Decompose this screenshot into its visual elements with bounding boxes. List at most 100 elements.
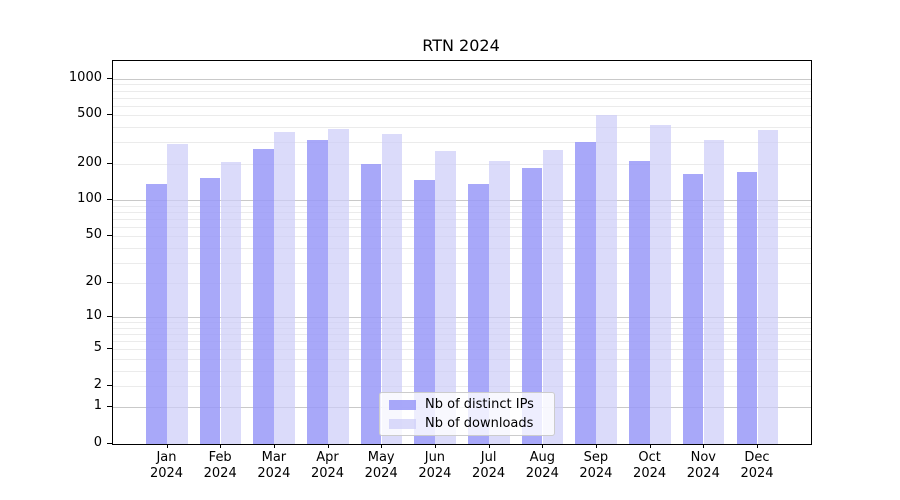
bar-ips-feb <box>199 177 221 444</box>
y-tick-mark-1 <box>107 406 112 408</box>
bar-downloads-mar <box>274 131 295 444</box>
legend-label-distinct-ips: Nb of distinct IPs <box>425 397 534 412</box>
y-tick-label-2: 2 <box>93 376 102 392</box>
y-tick-label-500: 500 <box>77 106 102 122</box>
y-tick-mark-0 <box>107 443 112 444</box>
gridline-minor-4 <box>113 358 811 360</box>
gridline-minor-70 <box>113 218 811 220</box>
gridline-minor-7 <box>113 334 811 336</box>
x-tick-mark-nov <box>703 444 705 448</box>
y-tick-label-0: 0 <box>93 435 102 450</box>
bar-ips-oct <box>629 161 650 444</box>
gridline-minor-600 <box>113 105 811 107</box>
gridline-minor-700 <box>113 97 811 99</box>
legend-label-downloads: Nb of downloads <box>425 416 534 431</box>
y-tick-label-50: 50 <box>85 227 102 243</box>
y-tick-mark-5 <box>107 348 112 350</box>
gridline-minor-2 <box>113 385 811 387</box>
y-tick-mark-500 <box>107 114 112 116</box>
gridline-major-1000 <box>113 78 811 80</box>
bar-downloads-aug <box>542 149 564 444</box>
gridline-minor-500 <box>113 115 811 117</box>
bar-downloads-jun <box>435 150 456 444</box>
x-tick-label-may: May 2024 <box>364 450 398 481</box>
x-tick-mark-mar <box>273 444 275 448</box>
bar-downloads-oct <box>650 124 671 444</box>
y-tick-mark-50 <box>107 235 112 237</box>
x-tick-label-nov: Nov 2024 <box>686 450 720 481</box>
legend-swatch-downloads-icon <box>389 418 416 429</box>
x-tick-label-jul: Jul 2024 <box>472 450 506 481</box>
y-tick-label-5: 5 <box>93 340 102 356</box>
y-tick-label-100: 100 <box>77 191 102 206</box>
legend-item-downloads: Nb of downloads <box>380 416 554 431</box>
gridline-minor-5 <box>113 349 811 351</box>
bar-ips-apr <box>307 139 328 444</box>
bar-ips-dec <box>736 172 757 444</box>
y-tick-mark-100 <box>107 199 112 200</box>
y-tick-label-10: 10 <box>85 308 102 324</box>
y-tick-mark-10 <box>107 316 112 318</box>
x-tick-label-mar: Mar 2024 <box>257 450 291 481</box>
bar-ips-sep <box>575 141 596 444</box>
x-tick-mark-oct <box>649 444 651 448</box>
gridline-minor-8 <box>113 327 811 329</box>
x-tick-mark-jul <box>488 444 490 448</box>
x-tick-mark-may <box>381 444 383 448</box>
bar-downloads-apr <box>328 128 349 444</box>
gridline-minor-50 <box>113 236 811 238</box>
bar-downloads-may <box>381 134 403 444</box>
plot-area: Nb of distinct IPs Nb of downloads <box>112 60 812 445</box>
gridline-minor-6 <box>113 341 811 343</box>
bar-ips-may <box>360 164 382 444</box>
gridline-minor-80 <box>113 211 811 213</box>
y-tick-label-200: 200 <box>77 154 102 170</box>
y-tick-mark-1000 <box>107 77 112 79</box>
bar-downloads-feb <box>220 162 242 444</box>
x-tick-mark-jan <box>166 444 168 448</box>
legend: Nb of distinct IPs Nb of downloads <box>379 392 555 436</box>
y-tick-label-20: 20 <box>85 274 102 290</box>
gridline-major-10 <box>113 317 811 319</box>
bar-downloads-nov <box>703 139 725 444</box>
gridline-minor-20 <box>113 283 811 285</box>
y-tick-mark-200 <box>107 162 112 164</box>
x-tick-mark-feb <box>220 444 222 448</box>
x-tick-label-dec: Dec 2024 <box>740 450 774 481</box>
y-tick-label-1: 1 <box>93 398 102 414</box>
x-tick-label-apr: Apr 2024 <box>310 450 345 481</box>
gridline-minor-400 <box>113 127 811 129</box>
gridline-minor-60 <box>113 226 811 228</box>
x-tick-mark-apr <box>327 444 329 448</box>
bar-ips-aug <box>521 167 543 444</box>
x-tick-label-aug: Aug 2024 <box>525 450 559 481</box>
x-tick-mark-jun <box>434 444 436 448</box>
gridline-minor-90 <box>113 205 811 207</box>
x-tick-label-jun: Jun 2024 <box>418 450 452 481</box>
x-tick-label-oct: Oct 2024 <box>633 450 667 481</box>
gridline-minor-800 <box>113 90 811 92</box>
legend-swatch-ips-icon <box>389 399 416 410</box>
bar-downloads-sep <box>596 114 617 444</box>
bar-ips-nov <box>682 174 704 444</box>
x-tick-label-jan: Jan 2024 <box>149 450 184 481</box>
x-tick-label-sep: Sep 2024 <box>579 450 613 481</box>
bar-ips-jul <box>468 183 489 444</box>
y-tick-mark-20 <box>107 282 112 284</box>
bar-ips-mar <box>253 149 274 444</box>
y-tick-mark-2 <box>107 384 112 386</box>
gridline-minor-200 <box>113 163 811 165</box>
x-tick-mark-aug <box>542 444 544 448</box>
bar-ips-jan <box>146 184 167 444</box>
gridline-major-100 <box>113 200 811 201</box>
bar-ips-jun <box>414 179 435 444</box>
x-tick-mark-sep <box>595 444 597 448</box>
gridline-minor-30 <box>113 262 811 264</box>
bar-downloads-jul <box>489 160 510 444</box>
x-tick-label-feb: Feb 2024 <box>203 450 237 481</box>
gridline-minor-900 <box>113 84 811 86</box>
bar-downloads-dec <box>757 129 778 444</box>
y-tick-label-1000: 1000 <box>68 69 102 85</box>
gridline-minor-3 <box>113 370 811 372</box>
